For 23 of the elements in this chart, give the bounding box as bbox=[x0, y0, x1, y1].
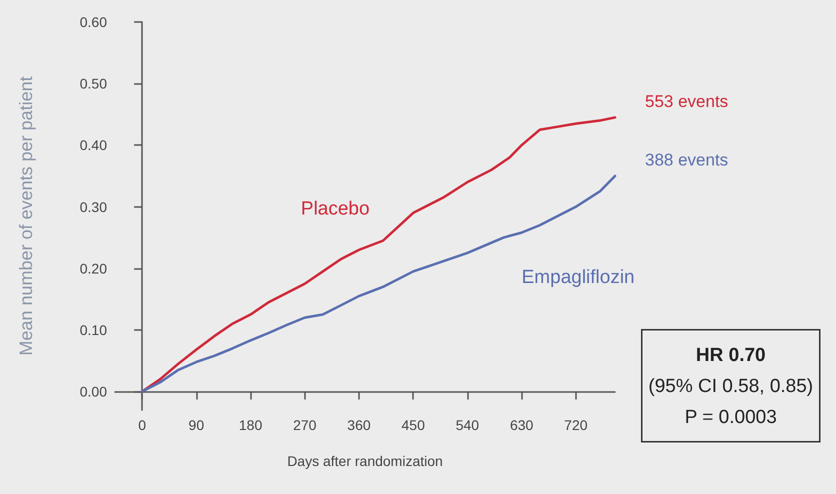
text: HR 0.70 (95% CI 0.58, 0.85) P = 0.0003 bbox=[648, 344, 814, 428]
x-tick-label: 180 bbox=[238, 417, 262, 433]
y-tick-label: 0.50 bbox=[80, 76, 108, 92]
series-label: Empagliflozin bbox=[522, 267, 635, 288]
x-tick-label: 360 bbox=[347, 417, 371, 433]
x-tick-label: 720 bbox=[564, 417, 588, 433]
y-axis-title: Mean number of events per patient bbox=[16, 76, 36, 356]
series-label: Placebo bbox=[300, 198, 370, 220]
y-tick-label: 0.20 bbox=[80, 260, 108, 276]
x-tick-label: 540 bbox=[456, 417, 480, 433]
annotation: 553 events bbox=[645, 92, 728, 111]
y-tick-label: 0.00 bbox=[80, 384, 108, 400]
x-tick-label: 270 bbox=[293, 417, 317, 433]
x-tick-label: 90 bbox=[188, 417, 204, 433]
x-axis-title: Days after randomization bbox=[287, 453, 443, 469]
x-tick-label: 630 bbox=[510, 417, 534, 433]
y-tick-label: 0.10 bbox=[80, 322, 108, 338]
x-tick-label: 450 bbox=[402, 417, 426, 433]
y-tick-label: 0.40 bbox=[80, 137, 108, 154]
x-tick-label: 0 bbox=[138, 417, 146, 433]
y-tick-label: 0.60 bbox=[80, 14, 108, 30]
annotation: 388 events bbox=[645, 150, 728, 170]
y-tick-label: 0.30 bbox=[80, 198, 108, 215]
